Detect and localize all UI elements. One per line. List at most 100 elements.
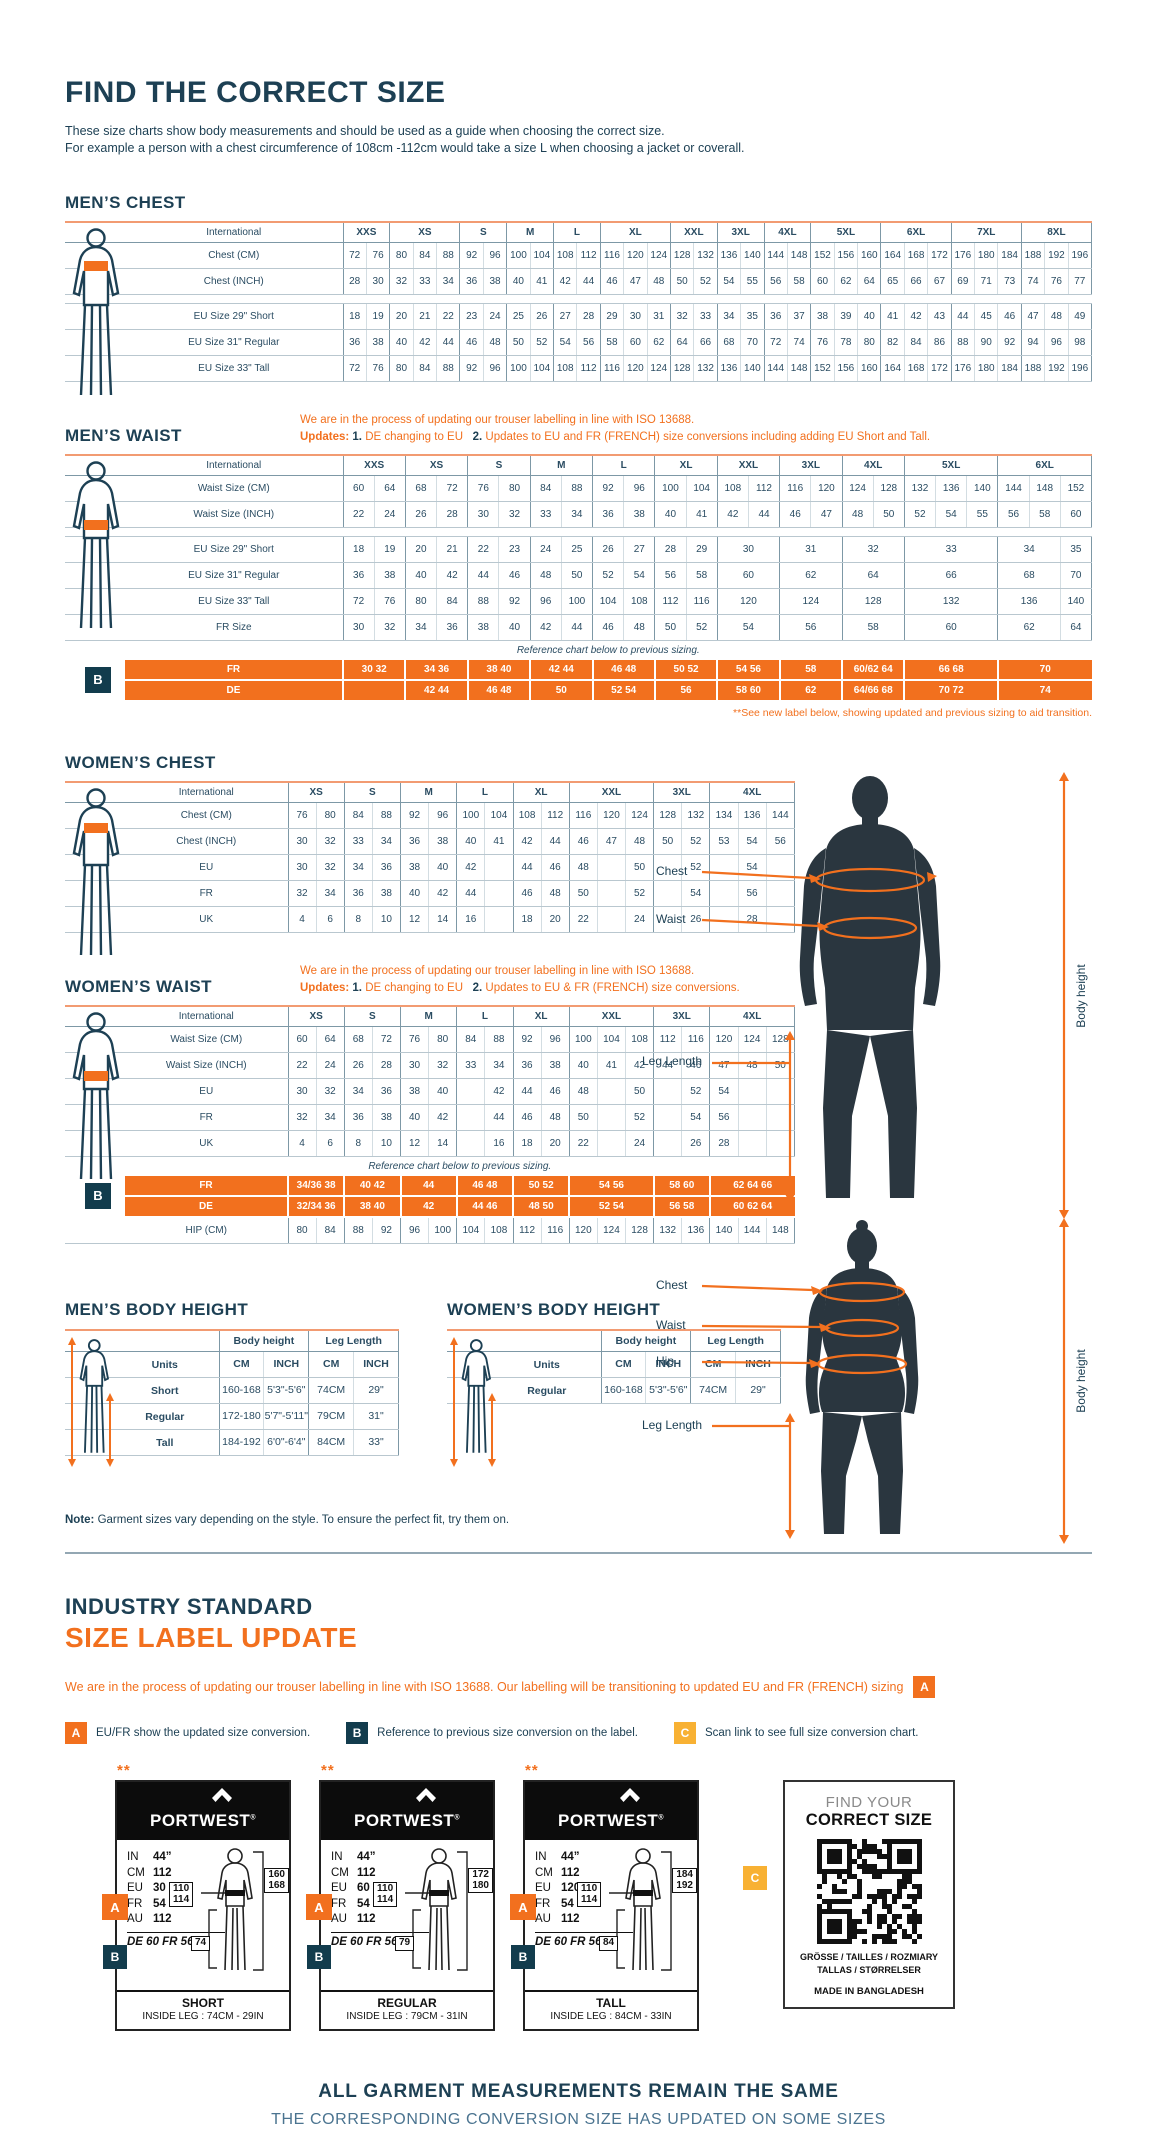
- card-footer: SHORT INSIDE LEG : 74CM - 29IN: [117, 1990, 289, 2029]
- size-table-grid: International XXS XS S M L XL XXL 3XL 4XL 5XL 6XL 7X…: [65, 221, 1093, 382]
- mens-waist-update-note: We are in the process of updating our tr…: [300, 414, 931, 443]
- stars-marker: **: [525, 1762, 539, 1779]
- card-body: IN 44” CM 112 EU 30 FR 54 AU 112 DE 60 FR 56 110 11…: [117, 1840, 289, 1990]
- height-measure-box: 184 192: [672, 1868, 697, 1893]
- size-label-cards: ** PORTWEST® IN 44” CM 112 EU 30 FR 54 AU 112 DE 60 …: [65, 1762, 1092, 2031]
- measurement-row: EU 30: [127, 1882, 166, 1894]
- card-footer: REGULAR INSIDE LEG : 79CM - 31IN: [321, 1990, 493, 2029]
- table-row: Units CM INCH CM INCH: [447, 1351, 781, 1378]
- size-label-card: ** PORTWEST® IN 44” CM 112 EU 30 FR 54 AU 112 DE 60 …: [102, 1762, 291, 2031]
- inside-leg: INSIDE LEG : 79CM - 31IN: [346, 2011, 468, 2022]
- table-row: UK 4 6 8 10 12 14 16 18 20 22 24 26 28: [65, 906, 796, 933]
- badge-a: A: [510, 1894, 536, 1920]
- size-label-card: ** PORTWEST® IN 44” CM 112 EU 120 FR 54 AU 112 DE 60…: [510, 1762, 699, 2031]
- fit-name: SHORT: [182, 1996, 224, 2010]
- mens-waist-header-block: MEN’S WAIST We are in the process of upd…: [65, 412, 1092, 446]
- table-row: EU Size 31" Regular 36 38 40 42 44 46 48 50 52 54 5…: [65, 329, 1093, 356]
- previous-sizing: DE 60 FR 56: [535, 1931, 633, 1948]
- legend-item-b: B Reference to previous size conversion …: [346, 1722, 638, 1744]
- brand-logo: PORTWEST®: [557, 1811, 664, 1830]
- stars-marker: **: [117, 1762, 131, 1779]
- table-row: FR 34/36 38 40 42 44 46 48 50 52 54 56 58 60 62 …: [65, 1176, 795, 1197]
- measurement-row: AU 112: [331, 1913, 376, 1925]
- womens-body-height-block: WOMEN’S BODY HEIGHT Body height Leg Lengt…: [447, 1300, 781, 1467]
- label-card: PORTWEST® IN 44” CM 112 EU 120 FR 54 AU 112 DE 60 F…: [510, 1780, 699, 2031]
- table-row: [65, 294, 1092, 304]
- card-body: IN 44” CM 112 EU 120 FR 54 AU 112 DE 60 FR 56 110 1…: [525, 1840, 697, 1990]
- waist-measure-box: 110 114: [577, 1882, 602, 1907]
- table-header-row: International XS S M L XL XXL 3XL 4XL: [65, 1006, 795, 1027]
- label-card: PORTWEST® IN 44” CM 112 EU 30 FR 54 AU 112 DE 60 FR…: [102, 1780, 291, 2031]
- card-body: IN 44” CM 112 EU 60 FR 54 AU 112 DE 60 FR 56 110 11…: [321, 1840, 493, 1990]
- table-row: DE 32/34 36 38 40 42 44 46 48 50 52 54 56 58 60 …: [65, 1196, 795, 1218]
- body-height-grid: Body height Leg Length Units CM INCH CM INCH Sh…: [65, 1329, 399, 1456]
- measurement-row: CM 112: [331, 1866, 376, 1879]
- leg-measure-box: 74: [191, 1936, 211, 1951]
- page-title: FIND THE CORRECT SIZE: [65, 76, 446, 109]
- table-header-row: International XXS XS S M L XL XXL 3XL 4XL 5XL 6XL: [65, 455, 1092, 476]
- height-measure-box: 172 180: [468, 1868, 493, 1893]
- table-row: Chest (INCH) 30 32 33 34 36 38 40 41 42 44 46 47 48 50…: [65, 828, 796, 855]
- table-row: Short 160-168 5'3"-5'6" 74CM 29": [65, 1377, 399, 1404]
- card-brand-header: PORTWEST®: [117, 1782, 289, 1840]
- womens-waist-table: International XS S M L XL XXL 3XL 4XL Waist Size …: [65, 1005, 796, 1244]
- table-row: Regular 172-180 5'7"-5'11" 79CM 31": [65, 1403, 399, 1430]
- leg-measure-box: 84: [599, 1936, 619, 1951]
- table-row: Waist Size (CM) 60 64 68 72 76 80 84 88 92 96 100 10…: [65, 475, 1093, 502]
- fit-note: Note: Garment sizes vary depending on th…: [65, 1514, 510, 1526]
- brand-diamond-icon: [619, 1788, 640, 1807]
- measurement-row: IN 44”: [535, 1851, 580, 1863]
- badge-b: B: [85, 1182, 111, 1209]
- qr-card-wrap: C FIND YOUR CORRECT SIZE GRÖSSE / TAILLE…: [743, 1762, 955, 2009]
- subtitle-line-1: These size charts show body measurements…: [65, 124, 665, 138]
- womens-chest-table: International XS S M L XL XXL 3XL 4XL Chest (CM) 7…: [65, 781, 796, 956]
- brand-diamond-icon: [415, 1788, 436, 1807]
- table-row: Chest (CM) 76 80 84 88 92 96 100 104 108 112 116 120…: [65, 802, 796, 829]
- table-row: Reference chart below to previous sizing…: [368, 1161, 552, 1172]
- qr-made-in: MADE IN BANGLADESH: [814, 1986, 924, 1997]
- table-row: Regular 160-168 5'3"-5'6" 74CM 29": [447, 1377, 781, 1404]
- brand-logo: PORTWEST®: [353, 1811, 460, 1830]
- table-row: EU Size 29" Short 18 19 20 21 22 23 24 25 26 27 28 2…: [65, 536, 1093, 563]
- industry-subtitle: SIZE LABEL UPDATE: [65, 1622, 358, 1653]
- fit-name: REGULAR: [377, 1996, 437, 2010]
- table-row: HIP (CM) 80 84 88 92 96 100 104 108 112 116 120 124 1…: [65, 1217, 796, 1244]
- section-divider: [65, 1552, 1092, 1554]
- measurement-row: FR 54: [535, 1897, 574, 1910]
- measurement-row: AU 112: [535, 1913, 580, 1925]
- badge-a: A: [913, 1676, 936, 1698]
- qr-correct-size: CORRECT SIZE: [805, 1811, 933, 1829]
- table-row: Waist Size (INCH) 22 24 26 28 30 32 33 34 36 38 40 4…: [65, 1052, 796, 1079]
- card-figure: 110 114 160 168 74: [169, 1844, 289, 1984]
- badge-a-icon: A: [65, 1722, 87, 1744]
- mens-chest-table: International XXS XS S M L XL XXL 3XL 4XL 5XL 6XL 7X…: [65, 221, 1093, 396]
- size-label-card: ** PORTWEST® IN 44” CM 112 EU 60 FR 54 AU 112 DE 60 …: [306, 1762, 495, 2031]
- body-height-row: MEN’S BODY HEIGHT Body height Leg Length U…: [65, 1300, 1092, 1467]
- legend-item-a: A EU/FR show the updated size conversion…: [65, 1722, 310, 1744]
- table-row: DE 42 44 46 48 50 52 54 56 58 60 62 64/66 68 70 7…: [65, 680, 1092, 702]
- body-height-grid: Body height Leg Length Units CM INCH CM INCH Re…: [447, 1329, 781, 1404]
- size-table-grid: International XS S M L XL XXL 3XL 4XL Chest (CM) 7…: [65, 781, 796, 933]
- badge-c-icon: C: [673, 1722, 696, 1744]
- table-header-row: International XXS XS S M L XL XXL 3XL 4XL 5XL 6XL 7X…: [65, 222, 1093, 243]
- brand-logo: PORTWEST®: [149, 1811, 256, 1830]
- height-measure-box: 160 168: [264, 1868, 289, 1893]
- card-figure: 110 114 184 192 84: [577, 1844, 697, 1984]
- measurement-row: EU 120: [535, 1882, 581, 1894]
- badge-b: B: [307, 1945, 331, 1969]
- table-row: EU 30 32 34 36 38 40 42 44 46 48 50 52 54: [65, 1078, 796, 1105]
- table-row: EU Size 31" Regular 36 38 40 42 44 46 48 50 52 54 5…: [65, 562, 1093, 589]
- table-row: EU Size 33" Tall 72 76 80 84 88 92 96 100 104 108 1…: [65, 355, 1093, 382]
- previous-sizing: DE 60 FR 56: [331, 1931, 429, 1948]
- legend-item-c: C Scan link to see full size conversion …: [673, 1722, 918, 1744]
- table-row: FR 32 34 36 38 40 42 44 46 48 50 52 54 56: [65, 1104, 796, 1131]
- table-row: FR 32 34 36 38 40 42 44 46 48 50 52 54 56: [65, 880, 796, 907]
- measurement-row: FR 54: [127, 1897, 166, 1910]
- table-row: Tall 184-192 6'0"-6'4" 84CM 33": [65, 1429, 399, 1456]
- table-row: Reference chart below to previous sizing…: [516, 645, 700, 656]
- badge-b: B: [85, 666, 111, 693]
- size-table-grid: International XXS XS S M L XL XXL 3XL 4XL 5XL 6XL Wa…: [65, 454, 1093, 702]
- table-row: Chest (CM) 72 76 80 84 88 92 96 100 104 108 112 116 1…: [65, 242, 1093, 269]
- table-row: Waist Size (CM) 60 64 68 72 76 80 84 88 92 96 100 10…: [65, 1026, 796, 1053]
- measurement-row: EU 60: [331, 1882, 370, 1894]
